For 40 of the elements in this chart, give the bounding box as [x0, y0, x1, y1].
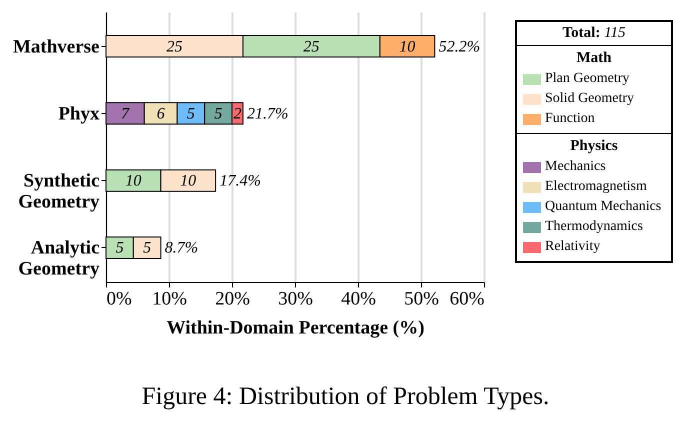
annotation: 5 [186, 105, 195, 122]
annotation: 25 [303, 38, 320, 56]
x-tick-label: 30% [278, 288, 314, 310]
legend-label: Electromagnetism [545, 179, 647, 195]
legend-title: Total: 115 [562, 25, 626, 41]
legend-label: Function [545, 111, 595, 127]
annotation: 6 [156, 105, 165, 122]
annotation: 10 [180, 172, 196, 190]
y-tick-label: Synthetic Geometry [18, 170, 100, 213]
annotation: 5 [116, 240, 124, 257]
y-tick-label: Phyx [58, 103, 100, 124]
x-tick-label: 10% [152, 288, 188, 310]
text: Physics [569, 137, 619, 156]
total-label: 21.7% [246, 105, 288, 122]
x-tick-label: 40% [341, 288, 376, 310]
legend-label: Plan Geometry [545, 71, 630, 87]
legend-label: Relativity [545, 239, 600, 255]
x-tick-label: 20% [215, 288, 250, 310]
annotation: 25 [166, 38, 182, 56]
y-tick-label: Analytic Geometry [18, 238, 100, 280]
legend-label: Mechanics [545, 159, 606, 175]
annotation: 5 [143, 240, 152, 257]
total-label: 52.2% [438, 38, 480, 56]
text: Math [576, 49, 612, 68]
x-tick-label: 50% [404, 288, 440, 310]
annotation: 2 [233, 105, 242, 122]
annotation: 10 [125, 172, 142, 190]
legend-label: Quantum Mechanics [545, 199, 662, 215]
y-tick-label: Mathverse [12, 36, 100, 58]
total-label: 17.4% [220, 172, 261, 190]
text: Figure 4: Distribution of Problem Types. [140, 383, 550, 411]
x-tick-label: 60% [450, 288, 485, 310]
total-label: 8.7% [164, 240, 198, 257]
legend-label: Thermodynamics [545, 219, 643, 235]
x-axis-title: Within-Domain Percentage (%) [166, 318, 424, 338]
x-tick-label: 0% [106, 288, 132, 310]
annotation: 5 [214, 105, 222, 122]
annotation: 10 [399, 38, 416, 56]
annotation: 7 [121, 105, 130, 122]
legend-label: Solid Geometry [545, 91, 634, 107]
